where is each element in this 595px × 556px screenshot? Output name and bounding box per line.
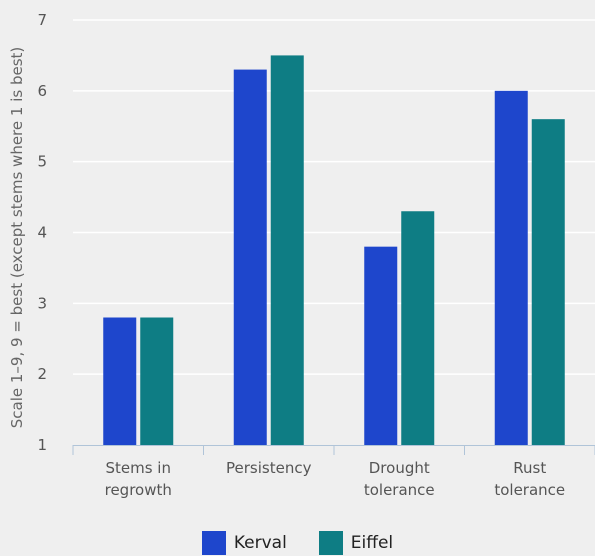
x-category-label-line: regrowth bbox=[105, 481, 172, 499]
x-category-label: Stems in regrowth bbox=[105, 459, 172, 499]
legend-label-eiffel: Eiffel bbox=[350, 533, 394, 553]
y-tick-label: 1 bbox=[37, 436, 47, 454]
bar-eiffel bbox=[401, 211, 435, 445]
legend-swatch-kerval bbox=[201, 531, 226, 555]
x-category-label-line: Drought bbox=[369, 459, 430, 477]
y-tick-label: 6 bbox=[37, 82, 47, 100]
x-category-label-line: tolerance bbox=[364, 481, 435, 499]
bar-eiffel bbox=[140, 317, 174, 445]
x-category-label: Persistency bbox=[226, 459, 312, 477]
y-tick-label: 4 bbox=[37, 224, 47, 242]
y-tick-label: 7 bbox=[37, 11, 47, 29]
legend-swatch-eiffel bbox=[318, 531, 343, 555]
y-tick-label: 2 bbox=[37, 365, 47, 383]
bar-kerval bbox=[494, 90, 528, 445]
bar-kerval bbox=[233, 69, 267, 445]
legend: Kerval Eiffel bbox=[0, 531, 595, 555]
x-category-label: Rust tolerance bbox=[494, 459, 565, 499]
legend-item-eiffel[interactable]: Eiffel bbox=[318, 531, 394, 555]
legend-item-kerval[interactable]: Kerval bbox=[201, 531, 287, 555]
bar-kerval bbox=[103, 317, 137, 445]
bar-eiffel bbox=[531, 119, 565, 446]
y-tick-label: 3 bbox=[37, 294, 47, 312]
legend-label-kerval: Kerval bbox=[233, 533, 287, 553]
bar-kerval bbox=[364, 246, 398, 445]
x-category-label-line: Rust bbox=[513, 459, 546, 477]
x-category-label-line: Stems in bbox=[105, 459, 171, 477]
x-category-label: Drought tolerance bbox=[364, 459, 435, 499]
x-category-label-line: Persistency bbox=[226, 459, 312, 477]
x-category-label-line: tolerance bbox=[494, 481, 565, 499]
y-tick-label: 5 bbox=[37, 153, 47, 171]
bar-eiffel bbox=[270, 55, 304, 446]
y-axis-label: Scale 1–9, 9 = best (except stems where … bbox=[8, 47, 26, 429]
